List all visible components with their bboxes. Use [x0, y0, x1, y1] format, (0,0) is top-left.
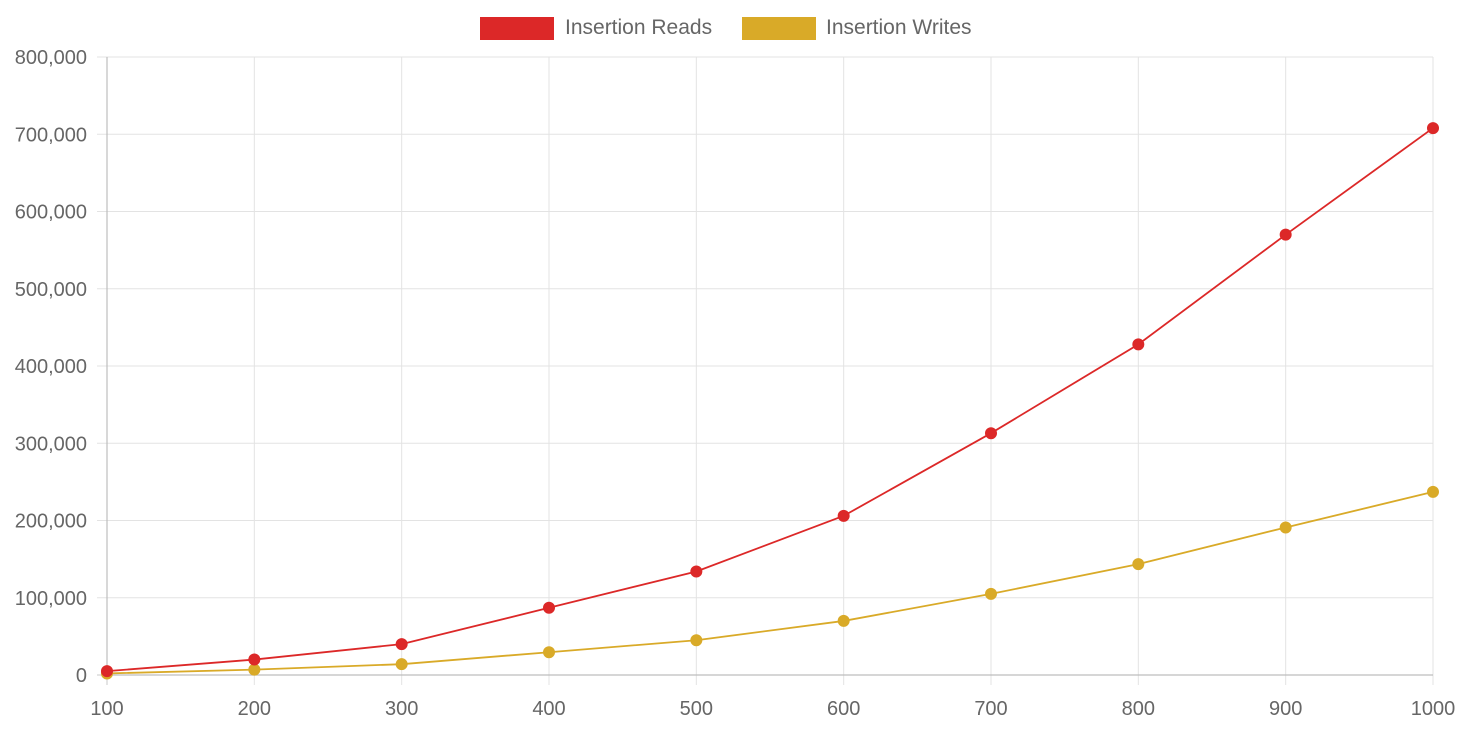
series-lines: [101, 122, 1439, 680]
y-tick-label: 600,000: [15, 202, 87, 224]
x-tick-label: 100: [90, 698, 123, 720]
axes: [106, 57, 1433, 676]
gridlines: [97, 56, 1434, 685]
data-point[interactable]: [1132, 558, 1145, 571]
x-tick-label: 200: [238, 698, 271, 720]
data-point[interactable]: [837, 509, 850, 522]
data-point[interactable]: [543, 601, 555, 614]
data-point[interactable]: [690, 565, 703, 578]
data-point[interactable]: [248, 663, 261, 676]
data-point[interactable]: [248, 653, 261, 666]
y-tick-label: 100,000: [15, 588, 87, 610]
data-point[interactable]: [101, 665, 113, 678]
y-tick-label: 800,000: [15, 47, 87, 69]
x-tick-label: 300: [385, 698, 418, 720]
legend-label[interactable]: Insertion Writes: [826, 16, 972, 39]
y-tick-label: 200,000: [15, 511, 87, 533]
data-point[interactable]: [395, 638, 408, 651]
series-line-0: [106, 127, 1434, 673]
series-line-1: [106, 491, 1434, 675]
x-tick-label: 700: [974, 698, 1007, 720]
x-tick-label: 1000: [1411, 698, 1456, 720]
y-tick-label: 300,000: [15, 433, 87, 455]
y-tick-label: 500,000: [15, 279, 87, 301]
x-tick-label: 500: [680, 698, 713, 720]
data-point[interactable]: [1427, 122, 1439, 135]
data-point[interactable]: [543, 646, 555, 659]
data-point[interactable]: [985, 587, 997, 600]
data-point[interactable]: [985, 427, 997, 440]
data-point[interactable]: [1279, 228, 1292, 241]
data-point[interactable]: [837, 614, 850, 627]
x-tick-label: 900: [1269, 698, 1302, 720]
y-tick-label: 400,000: [15, 356, 87, 378]
tick-labels: 0 100,000 200,000 300,000 400,000 500,000 600,…: [15, 47, 1456, 720]
legend-label[interactable]: Insertion Reads: [565, 16, 712, 39]
x-tick-label: 600: [827, 698, 860, 720]
data-point[interactable]: [690, 634, 703, 647]
legend-swatch[interactable]: [742, 17, 816, 40]
x-tick-label: 400: [532, 698, 565, 720]
data-point[interactable]: [1427, 485, 1439, 498]
data-point[interactable]: [1279, 521, 1292, 534]
data-point[interactable]: [1132, 338, 1145, 351]
data-point[interactable]: [395, 658, 408, 671]
x-tick-label: 800: [1122, 698, 1155, 720]
y-tick-label: 700,000: [15, 124, 87, 146]
legend-swatch[interactable]: [480, 17, 554, 40]
y-tick-label: 0: [76, 665, 87, 687]
legend: Insertion Reads Insertion Writes: [480, 16, 972, 40]
